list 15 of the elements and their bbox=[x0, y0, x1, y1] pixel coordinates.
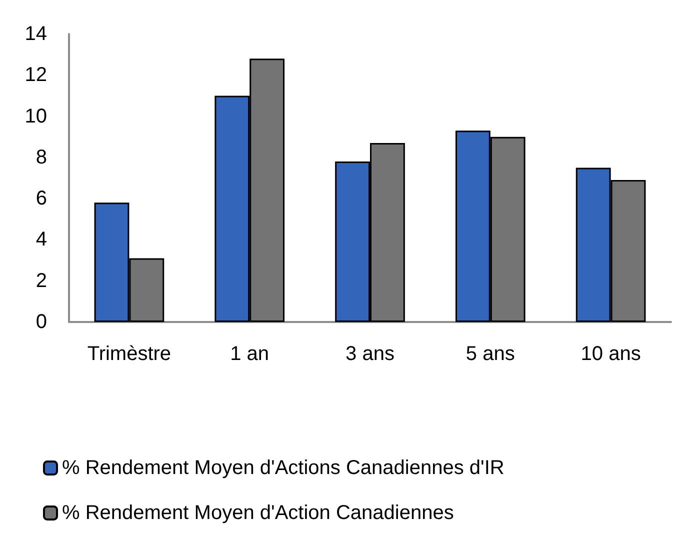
x-tick-label: 3 ans bbox=[346, 343, 394, 365]
y-tick-label: 4 bbox=[36, 228, 47, 251]
x-tick-label: 10 ans bbox=[580, 343, 641, 365]
y-tick-label: 8 bbox=[36, 146, 47, 168]
legend-label: % Rendement Moyen d'Action Canadiennes bbox=[62, 502, 454, 524]
y-tick-label: 12 bbox=[24, 64, 47, 86]
y-tick-label: 0 bbox=[36, 311, 47, 333]
y-tick-label: 14 bbox=[24, 23, 47, 45]
x-tick-label: 5 ans bbox=[466, 343, 515, 365]
y-tick-label: 2 bbox=[36, 270, 47, 292]
y-tick-label: 10 bbox=[24, 105, 47, 128]
y-tick-label: 6 bbox=[36, 188, 47, 210]
x-tick-label: 1 an bbox=[230, 343, 270, 365]
legend-label: % Rendement Moyen d'Actions Canadiennes d'IR bbox=[62, 457, 504, 479]
x-tick-label: Trimèstre bbox=[87, 343, 172, 365]
